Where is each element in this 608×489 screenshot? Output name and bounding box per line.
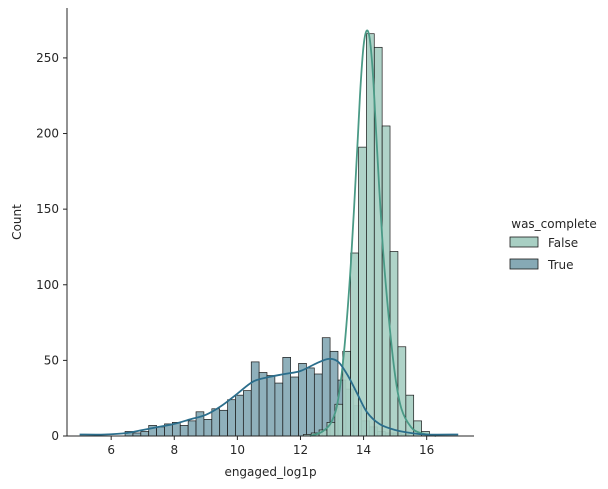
bar-true-10 — [203, 419, 213, 437]
bar-false-13 — [405, 394, 415, 437]
x-tick-label: 16 — [419, 443, 434, 457]
bar-true-8 — [187, 420, 197, 437]
kde-line-false — [309, 29, 437, 437]
bar-true-14 — [235, 394, 244, 437]
x-tick-label: 12 — [293, 443, 308, 457]
bar-true-11 — [211, 408, 221, 437]
y-tick-label: 100 — [36, 278, 59, 292]
bar-false-12 — [397, 346, 407, 437]
x-tick-label: 6 — [107, 443, 115, 457]
y-tick-label: 200 — [36, 127, 59, 141]
x-tick-label: 14 — [356, 443, 371, 457]
bar-true-25 — [321, 337, 331, 437]
y-tick-label: 150 — [36, 202, 59, 216]
x-tick-label: 8 — [170, 443, 178, 457]
x-axis-label: engaged_log1p — [224, 465, 316, 479]
legend: was_complete False True — [509, 217, 597, 272]
bar-false-5 — [342, 350, 351, 437]
bar-true-2 — [140, 431, 150, 437]
bar-true-15 — [243, 390, 252, 437]
x-tick-label: 10 — [230, 443, 245, 457]
bar-true-18 — [266, 375, 276, 437]
bar-true-19 — [274, 382, 284, 437]
bar-true-16 — [250, 361, 260, 437]
y-tick-label: 0 — [51, 429, 59, 443]
bar-true-12 — [219, 409, 228, 437]
kde-lines — [79, 29, 459, 437]
bar-true-23 — [306, 367, 315, 437]
bar-false-7 — [358, 146, 367, 437]
y-axis-label: Count — [10, 204, 24, 240]
bar-true-21 — [290, 376, 299, 437]
y-tick-label: 250 — [36, 51, 59, 65]
bar-false-8 — [366, 33, 375, 437]
x-ticks: 6 8 10 12 14 16 — [107, 436, 434, 457]
bar-true-22 — [298, 363, 307, 437]
bar-true-17 — [258, 372, 268, 437]
bar-true-7 — [179, 425, 189, 437]
bar-true-4 — [156, 426, 165, 437]
bar-true-24 — [314, 373, 323, 437]
bar-false-6 — [350, 252, 359, 437]
legend-label-true: True — [547, 258, 574, 272]
kde-line-true — [79, 357, 459, 436]
legend-swatch-true — [509, 258, 539, 270]
legend-swatch-false — [509, 236, 539, 248]
legend-title: was_complete — [511, 217, 596, 231]
legend-label-false: False — [548, 236, 578, 250]
bar-true-20 — [282, 357, 291, 437]
y-ticks: 0 50 100 150 200 250 — [36, 51, 67, 443]
bar-true-13 — [227, 399, 236, 437]
y-tick-label: 50 — [44, 353, 59, 367]
